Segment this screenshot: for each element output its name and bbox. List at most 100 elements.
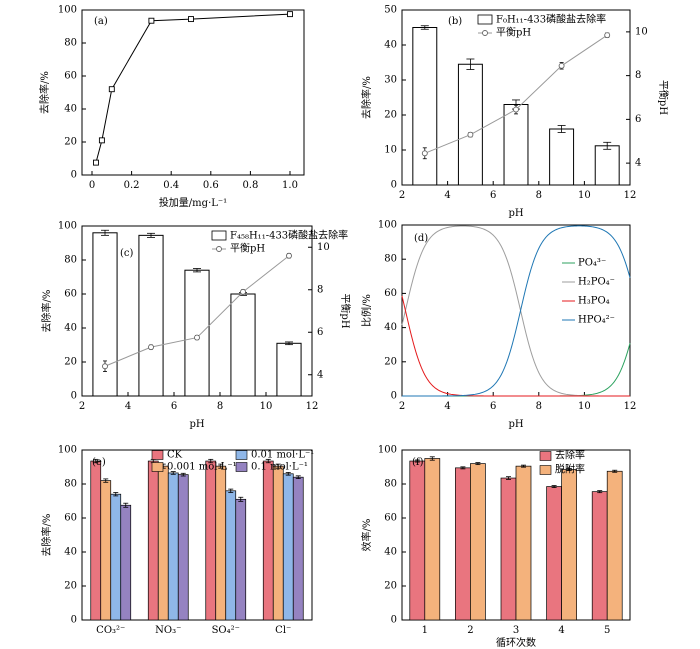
legend-swatch-point [482,30,488,36]
plot-frame-d [401,224,631,397]
ph-point [240,288,246,295]
bar [225,490,237,621]
panel-label: (d) [414,233,428,244]
y-right-tick-label: 6 [317,327,323,338]
y-right-tick-label: 4 [317,369,323,380]
x-tick-label: 0.4 [163,180,179,191]
y-tick-label: 60 [384,288,397,299]
plot-frame-e [81,449,313,621]
data-point [93,159,99,166]
y-right-axis-label: 平衡pH [657,80,669,115]
legend-label: 平衡pH [496,27,531,39]
bar [546,486,562,621]
x-tick-label: 2 [467,625,473,636]
x-tick-label: 12 [306,401,319,412]
x-tick-label: 0.8 [242,180,258,191]
bar [500,477,517,621]
y-tick-label: 20 [64,357,77,368]
x-tick-label: 1 [422,625,428,636]
legend-label: 0.001 mol·L⁻¹ [167,462,237,473]
bar [455,467,471,621]
y-tick-label: 40 [64,104,77,115]
x-tick-label: 10 [260,401,273,412]
bar [424,458,441,621]
data-point [188,16,194,23]
bar [90,460,102,621]
y-tick-label: 0 [391,180,397,191]
y-axis-label: 去除率/% [40,514,53,557]
bar [282,473,294,621]
y-tick-label: 80 [64,479,77,490]
y-tick-label: 40 [64,323,77,334]
ph-point [148,344,154,351]
series-line [95,13,291,163]
y-right-tick-label: 10 [635,26,648,37]
y-tick-label: 40 [384,547,397,558]
x-tick-label: 4 [558,625,564,636]
x-tick-label: 8 [217,401,223,412]
y-tick-label: 60 [64,71,77,82]
y-right-tick-label: 6 [635,114,641,125]
y-tick-label: 0 [71,391,77,402]
ph-point [604,32,611,39]
x-tick-label: 2 [399,401,405,412]
data-point [98,137,105,144]
y-axis-label: 比例/% [360,294,373,327]
legend-label: HPO₄²⁻ [578,315,615,326]
y-tick-label: 100 [378,445,397,456]
x-tick-label: 5 [604,625,610,636]
panel-e: 0 20 40 60 80 100 CO₃²⁻ NO₃⁻ SO₄²⁻ Cl⁻ CK0.001 mol… [40,445,314,637]
y-tick-label: 80 [384,254,397,265]
species-line [401,225,630,397]
x-tick-label: 6 [490,401,496,412]
y-tick-label: 20 [384,110,397,121]
x-tick-label: CO₃²⁻ [96,625,125,636]
panel-label: (b) [448,16,462,27]
bar [157,465,169,621]
x-tick-label: 2 [399,190,405,201]
x-tick-label: 6 [171,401,177,412]
y-right-tick-label: 10 [317,242,330,253]
y-right-tick-label: 4 [635,158,641,169]
legend-label: PO₄³⁻ [578,258,606,269]
bar [606,470,623,621]
x-axis-label: pH [189,419,204,430]
bar [272,465,284,621]
legend-label: H₂PO₄⁻ [578,277,615,288]
panel-label: (f) [412,457,424,468]
y-tick-label: 20 [384,356,397,367]
y-tick-label: 0 [391,391,397,402]
bar [184,269,210,397]
x-tick-label: 2 [79,401,85,412]
ph-point [513,106,519,113]
bar [230,293,256,397]
ph-point [102,363,108,370]
y-right-tick-label: 8 [317,284,323,295]
y-tick-label: 30 [384,75,397,86]
x-tick-label: 6 [490,190,496,201]
y-tick-label: 100 [58,221,77,232]
bar [561,469,577,621]
x-axis-label: pH [508,419,523,430]
legend-swatch [235,450,248,460]
y-tick-label: 0 [71,170,77,181]
y-tick-label: 10 [384,145,397,156]
panel-d: 0 20 40 60 80 100 2 4 6 8 10 12 PO₄³⁻ H₂PO₄⁻ H₃PO₄ HPO₄… [360,220,636,431]
bar [177,474,189,621]
y-tick-label: 20 [384,581,397,592]
bar [292,476,304,621]
bar [205,460,217,621]
panel-label: (a) [94,16,108,27]
legend-label: 脱附率 [555,463,585,476]
legend-label: 0.1 mol·L⁻¹ [251,462,308,473]
bar [110,493,122,621]
panel-c: 0 20 40 60 80 100 4 6 8 10 2 4 6 8 10 12 F₄₅₈H₁₁-433磷酸盐去… [40,221,351,431]
ph-point [421,150,428,157]
legend-swatch [235,462,248,472]
legend-label: H₃PO₄ [578,296,610,307]
x-tick-label: 4 [444,401,450,412]
legend-label: F₄₅₈H₁₁-433磷酸盐去除率 [230,229,348,242]
legend-label: 去除率 [555,449,585,462]
legend-swatch-point [216,246,222,252]
